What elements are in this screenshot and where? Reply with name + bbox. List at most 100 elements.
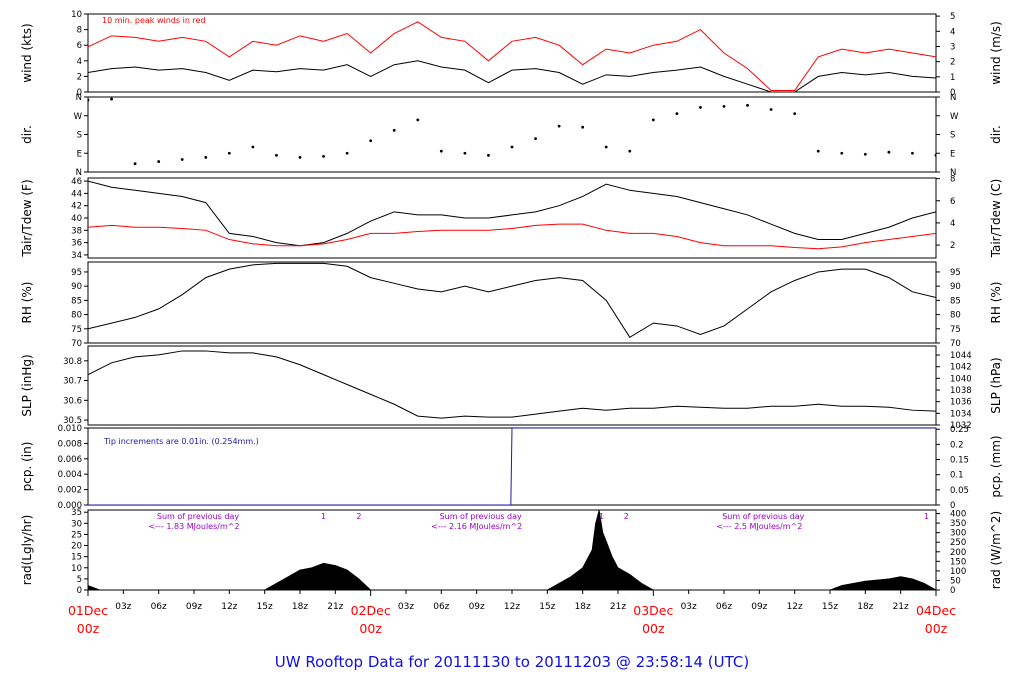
right-tick-label: 85 xyxy=(950,296,961,306)
hour-tick-label: 21z xyxy=(610,602,626,612)
hour-tick-label: 03z xyxy=(398,602,414,612)
right-tick-label: 4 xyxy=(950,27,955,37)
left-tick-label: 30.7 xyxy=(63,377,82,387)
rad-annotation: Sum of previous day xyxy=(440,512,522,521)
hour-tick-label: 03z xyxy=(115,602,131,612)
right-tick-label: 70 xyxy=(950,339,961,349)
dir-point xyxy=(88,98,90,102)
left-tick-label: 0.006 xyxy=(58,455,82,465)
right-tick-label: 90 xyxy=(950,282,961,292)
right-tick-label: 100 xyxy=(950,567,966,577)
wind-series-0 xyxy=(88,60,936,92)
hour-tick-label: 09z xyxy=(186,602,202,612)
hour-tick-label: 03z xyxy=(681,602,697,612)
dir-point xyxy=(581,125,585,129)
rad-mark: 1 xyxy=(599,512,604,521)
hour-tick-label: 06z xyxy=(433,602,449,612)
dir-point xyxy=(816,149,820,153)
wind-frame xyxy=(87,13,937,93)
right-tick-label: 1034 xyxy=(950,409,972,419)
slp-ylabel-right: SLP (hPa) xyxy=(989,357,1003,413)
right-tick-label: N xyxy=(950,93,956,103)
rad-annotation: <--- 1.83 MJoules/m^2 xyxy=(148,522,239,531)
dir-point xyxy=(534,137,537,141)
left-tick-label: N xyxy=(76,168,82,178)
hour-tick-label: 06z xyxy=(716,602,732,612)
dir-point xyxy=(133,162,137,166)
rad-mark: 2 xyxy=(624,512,629,521)
right-tick-label: 8 xyxy=(950,175,955,185)
rh-ylabel-right: RH (%) xyxy=(989,282,1003,324)
dir-point xyxy=(934,153,936,157)
temp-ylabel-right: Tair/Tdew (C) xyxy=(989,179,1003,259)
left-tick-label: 30.6 xyxy=(63,396,82,406)
right-tick-label: 0.25 xyxy=(950,425,969,435)
left-tick-label: 80 xyxy=(71,311,82,321)
day-sub-label: 00z xyxy=(359,621,382,636)
left-tick-label: 8 xyxy=(77,26,82,36)
hour-tick-label: 12z xyxy=(787,602,803,612)
rad-mark: 1 xyxy=(924,512,929,521)
day-sub-label: 00z xyxy=(642,621,665,636)
rad-annotation: <--- 2.16 MJoules/m^2 xyxy=(431,522,522,531)
left-tick-label: 2 xyxy=(77,72,82,82)
left-tick-label: 15 xyxy=(71,553,82,563)
left-tick-label: N xyxy=(76,93,82,103)
right-tick-label: 4 xyxy=(950,219,955,229)
rad-annotation: Sum of previous day xyxy=(722,512,804,521)
wind-series-1 xyxy=(88,21,936,91)
rh-series-0 xyxy=(88,262,936,338)
rh-panel: 70 75 80 85 90 95 70 75 80 85 90 95 RH (%) RH (%) xyxy=(20,261,1003,349)
day-label: 04Dec xyxy=(916,603,956,618)
hour-tick-label: 09z xyxy=(469,602,485,612)
right-tick-label: 1040 xyxy=(950,374,972,384)
left-tick-label: 0.010 xyxy=(58,424,82,434)
right-tick-label: 400 xyxy=(950,510,966,520)
left-tick-label: 85 xyxy=(71,296,82,306)
dir-point xyxy=(769,108,773,111)
hour-tick-label: 15z xyxy=(822,602,838,612)
dir-point xyxy=(251,145,255,149)
hour-tick-label: 18z xyxy=(857,602,873,612)
temp-frame xyxy=(87,177,937,259)
wind-ylabel-right: wind (m/s) xyxy=(989,21,1003,85)
dir-point xyxy=(416,118,420,122)
day-sub-label: 00z xyxy=(77,621,100,636)
pcp-annotation: Tip increments are 0.01in. (0.254mm.) xyxy=(103,437,259,446)
right-tick-label: 6 xyxy=(950,197,955,207)
right-tick-label: 300 xyxy=(950,529,966,539)
dir-point xyxy=(911,151,914,155)
dir-point xyxy=(675,112,679,116)
left-tick-label: 95 xyxy=(71,268,82,278)
left-tick-label: 0.000 xyxy=(58,501,82,511)
wind-ylabel-left: wind (kts) xyxy=(20,23,34,82)
right-tick-label: 350 xyxy=(950,519,966,529)
pcp-series-0 xyxy=(88,428,936,505)
day-sub-label: 00z xyxy=(925,621,948,636)
left-tick-label: 25 xyxy=(71,530,82,540)
left-tick-label: 30.8 xyxy=(63,357,82,367)
hour-tick-label: 09z xyxy=(751,602,767,612)
dir-ylabel-left: dir. xyxy=(20,125,34,144)
dir-point xyxy=(322,154,325,158)
left-tick-label: 20 xyxy=(71,542,82,552)
rad-annotation: Sum of previous day xyxy=(157,512,239,521)
right-tick-label: 95 xyxy=(950,268,961,278)
dir-point xyxy=(298,156,302,159)
rad-panel: 05101520253035050100150200250300350400ra… xyxy=(20,508,1003,596)
dir-point xyxy=(840,151,844,155)
right-tick-label: 0.05 xyxy=(950,486,969,496)
left-tick-label: 30 xyxy=(71,519,82,529)
hour-tick-label: 12z xyxy=(504,602,520,612)
right-tick-label: S xyxy=(950,131,955,141)
hour-tick-label: 21z xyxy=(893,602,909,612)
dir-point xyxy=(275,153,278,157)
hour-tick-label: 18z xyxy=(292,602,308,612)
left-tick-label: W xyxy=(74,112,83,122)
left-tick-label: 44 xyxy=(71,189,82,199)
left-tick-label: 10 xyxy=(71,564,82,574)
left-tick-label: S xyxy=(77,131,82,141)
dir-point xyxy=(439,149,443,153)
